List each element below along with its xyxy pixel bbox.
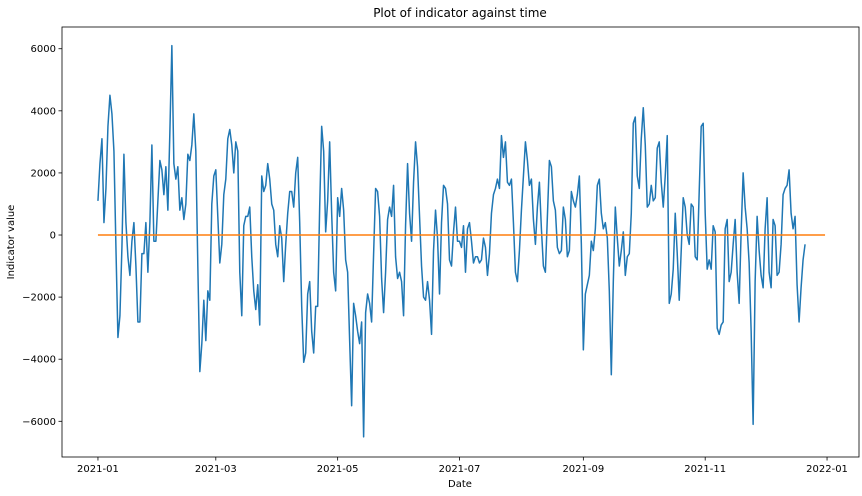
x-axis: 2021-01 2021-03 2021-05 2021-07 2021-09 2021-… <box>77 457 848 475</box>
x-axis-label: Date <box>448 479 472 490</box>
x-tick-label: 2022-01 <box>806 464 848 475</box>
x-tick-label: 2021-07 <box>439 464 481 475</box>
y-tick-label: 4000 <box>31 106 56 117</box>
x-tick-label: 2021-11 <box>684 464 726 475</box>
chart-title: Plot of indicator against time <box>373 6 547 20</box>
y-tick-label: −2000 <box>22 293 56 304</box>
series-layer <box>97 44 826 438</box>
y-axis-label: Indicator value <box>6 205 17 280</box>
x-tick-label: 2021-05 <box>317 464 359 475</box>
y-tick-label: −6000 <box>22 417 56 428</box>
y-tick-label: 0 <box>50 231 56 242</box>
y-axis: −6000 −4000 −2000 0 2000 4000 6000 <box>22 44 62 428</box>
x-tick-label: 2021-09 <box>562 464 604 475</box>
x-tick-label: 2021-03 <box>195 464 237 475</box>
y-tick-label: −4000 <box>22 355 56 366</box>
x-tick-label: 2021-01 <box>77 464 119 475</box>
y-tick-label: 2000 <box>31 168 56 179</box>
y-tick-label: 6000 <box>31 44 56 55</box>
